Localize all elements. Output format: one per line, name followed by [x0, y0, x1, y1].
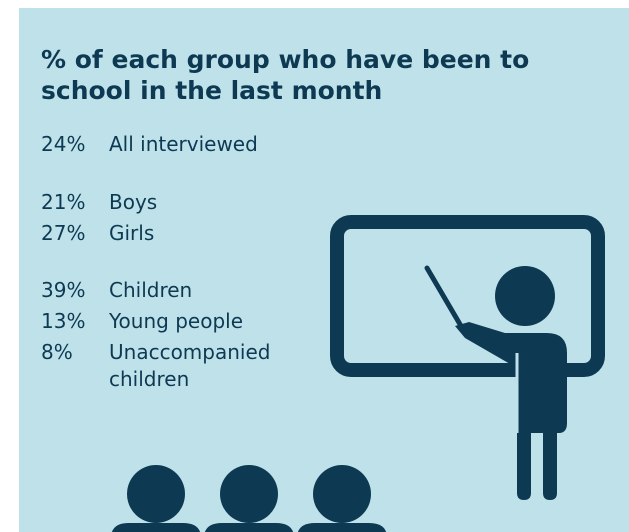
infographic-panel: % of each group who have been to school … [19, 8, 629, 532]
teacher-body [455, 322, 567, 500]
page: % of each group who have been to school … [0, 0, 629, 532]
student-body [111, 523, 201, 532]
student-body [297, 523, 387, 532]
pointer [427, 268, 461, 326]
teacher-head [495, 266, 555, 326]
student-head [313, 465, 371, 523]
student-body [204, 523, 294, 532]
student-head [127, 465, 185, 523]
illustration [19, 8, 629, 532]
student-head [220, 465, 278, 523]
